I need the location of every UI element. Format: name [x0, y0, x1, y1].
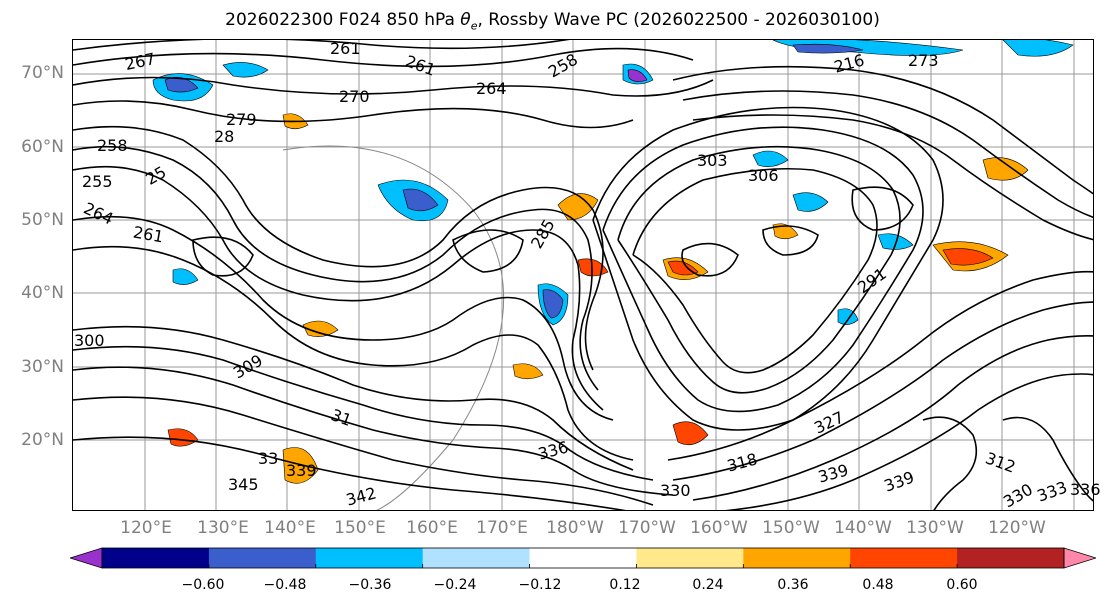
- lon-label-140w: 140°W: [834, 518, 892, 538]
- contour-label: 300: [74, 331, 105, 350]
- colorbar-cell: [850, 548, 958, 568]
- contour-label: 330: [660, 481, 691, 500]
- colorbar-tick-label: 0.60: [946, 577, 978, 593]
- map-panel: [72, 39, 1094, 511]
- lat-label-70n: 70°N: [21, 63, 64, 83]
- contour-label: 258: [97, 136, 128, 155]
- colorbar-cell: [102, 548, 210, 568]
- colorbar-cell: [422, 548, 531, 568]
- contour-label: 345: [228, 475, 259, 494]
- colorbar-tick-label: 0.36: [777, 577, 809, 593]
- colorbar-tick-label: −0.36: [348, 577, 392, 593]
- lon-label-150e: 150°E: [334, 518, 386, 538]
- lon-label-170w: 170°W: [618, 518, 676, 538]
- lon-label-130w: 130°W: [906, 518, 964, 538]
- contour-label: 279: [226, 110, 257, 129]
- colorbar-tick-label: 0.24: [692, 577, 724, 593]
- lon-label-130e: 130°E: [197, 518, 249, 538]
- colorbar-extend-high: [1063, 547, 1096, 569]
- colorbar-cell: [957, 548, 1065, 568]
- colorbar-extend-low: [70, 547, 103, 569]
- lon-label-120w: 120°W: [988, 518, 1046, 538]
- lat-label-40n: 40°N: [21, 283, 64, 303]
- contour-label: 28: [214, 127, 235, 146]
- lon-label-120e: 120°E: [120, 518, 172, 538]
- lon-label-160e: 160°E: [406, 518, 458, 538]
- colorbar-cell: [315, 548, 424, 568]
- colorbar-tick-label: −0.48: [263, 577, 307, 593]
- colorbar: [70, 547, 1096, 569]
- lat-label-30n: 30°N: [21, 357, 64, 377]
- contour-lines: [73, 40, 1093, 510]
- contour-label: 33: [258, 449, 279, 468]
- lon-label-170e: 170°E: [476, 518, 528, 538]
- lon-label-140e: 140°E: [264, 518, 316, 538]
- lon-label-160w: 160°W: [690, 518, 748, 538]
- colorbar-cell: [636, 548, 744, 568]
- contour-label: 261: [330, 39, 361, 58]
- map-title: 2026022300 F024 850 hPa θe, Rossby Wave …: [225, 10, 880, 33]
- colorbar-tick-label: −0.60: [181, 577, 225, 593]
- colorbar-cell: [743, 548, 851, 568]
- contour-map: [73, 40, 1093, 510]
- colorbar-tick-label: 0.48: [862, 577, 894, 593]
- colorbar-tick-label: −0.24: [433, 577, 477, 593]
- contour-label: 306: [748, 166, 779, 185]
- lon-label-180w: 180°W: [546, 518, 604, 538]
- colorbar-cell: [529, 548, 637, 568]
- contour-label: 303: [697, 151, 728, 170]
- lat-label-20n: 20°N: [21, 430, 64, 450]
- lat-label-60n: 60°N: [21, 137, 64, 157]
- lat-label-50n: 50°N: [21, 210, 64, 230]
- colorbar-frame: [101, 547, 1065, 569]
- contour-label: 264: [476, 79, 507, 98]
- contour-label: 339: [286, 461, 317, 480]
- colorbar-tick-label: −0.12: [518, 577, 562, 593]
- colorbar-tick-label: 0.12: [609, 577, 641, 593]
- colorbar-cell: [208, 548, 317, 568]
- contour-label: 255: [82, 172, 113, 191]
- contour-label: 336: [1070, 480, 1101, 499]
- contour-label: 270: [339, 87, 370, 106]
- contour-label: 273: [908, 51, 939, 70]
- lon-label-150w: 150°W: [762, 518, 820, 538]
